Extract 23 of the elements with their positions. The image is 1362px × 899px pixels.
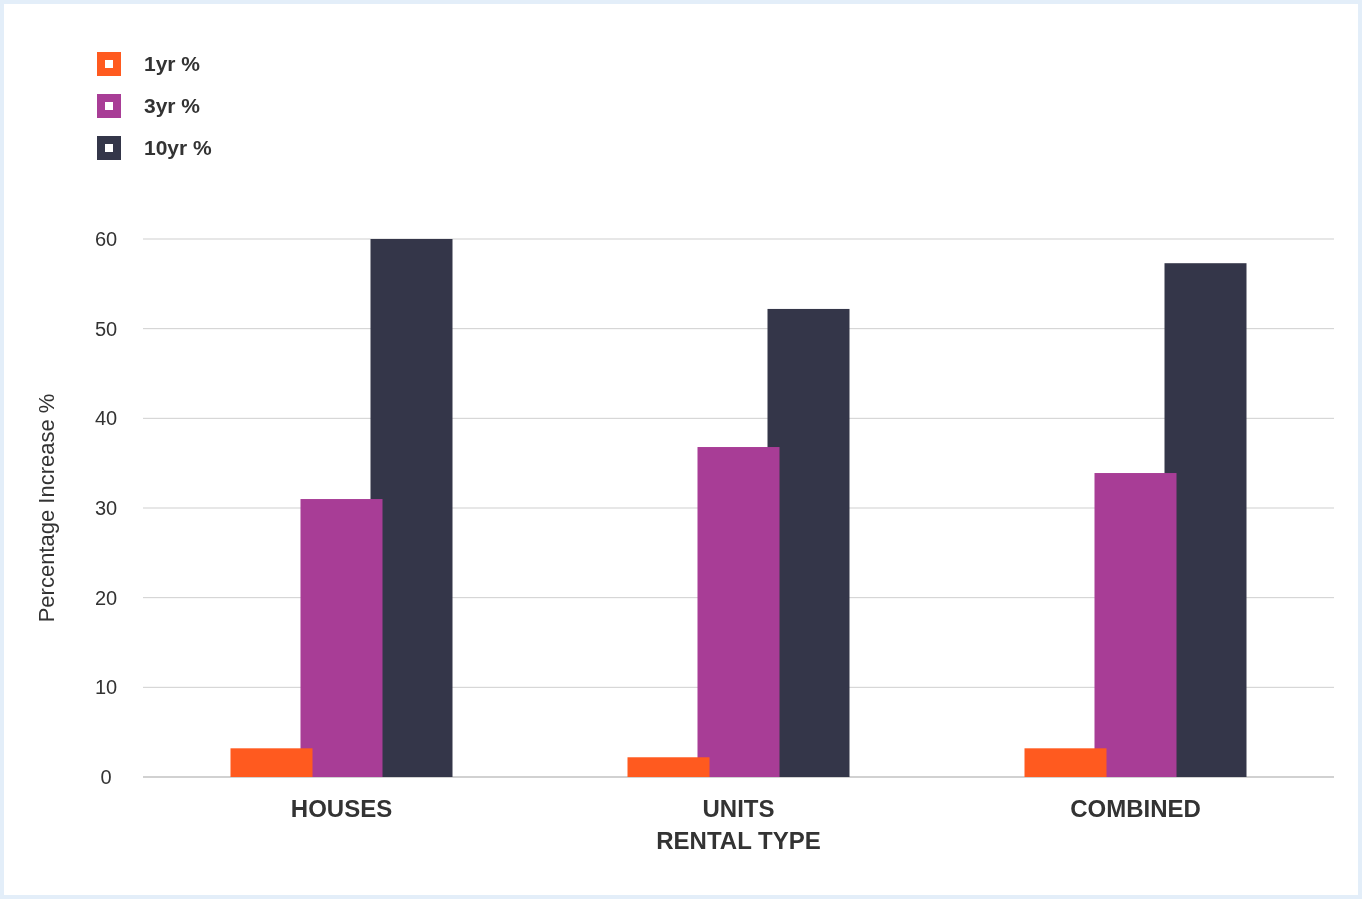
bar [1164,263,1247,777]
legend-label: 3yr % [144,94,201,118]
bar [627,757,710,777]
y-tick-label: 50 [94,317,118,340]
bar [370,239,453,777]
y-tick-label: 20 [94,586,118,609]
bar [697,447,780,777]
y-tick-label: 60 [94,228,118,250]
bar [1094,473,1177,777]
bar [230,748,313,777]
y-tick-label: 40 [94,407,118,430]
x-axis-title: RENTAL TYPE [656,827,821,854]
y-tick-label: 0 [100,766,112,788]
x-tick-label: HOUSES [290,795,393,822]
y-tick-label: 30 [94,497,118,519]
x-tick-label: UNITS [702,795,775,822]
legend-label: 1yr % [144,52,201,76]
legend-label: 10yr % [144,136,213,160]
y-tick-label: 10 [94,676,118,699]
bar [300,499,383,777]
bar [1024,748,1107,777]
x-tick-label: COMBINED [1070,795,1201,822]
y-axis-title: Percentage Increase % [34,393,59,623]
